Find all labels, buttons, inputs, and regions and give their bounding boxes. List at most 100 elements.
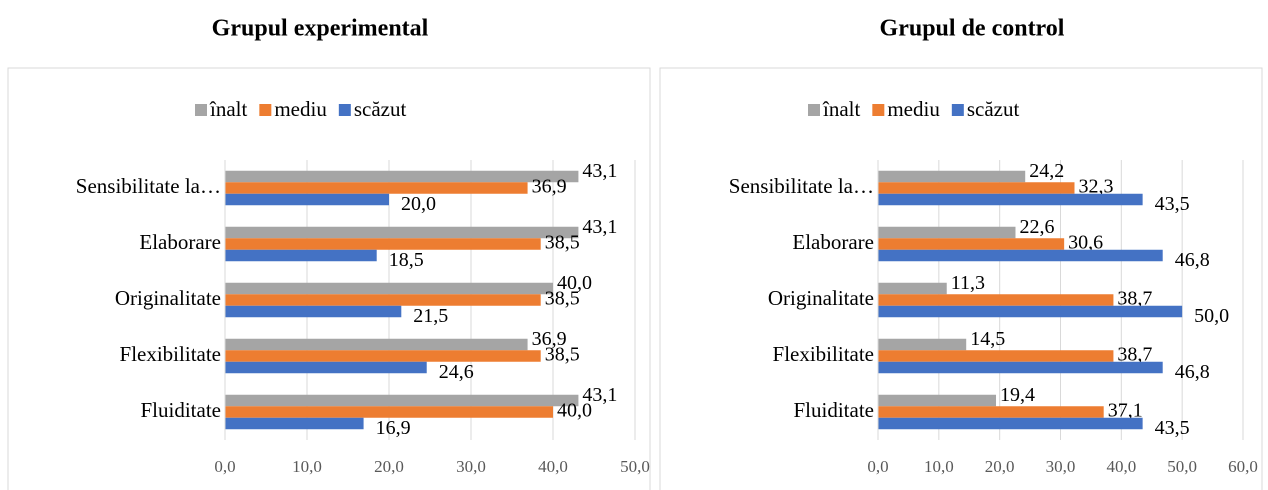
y-tick-label: Flexibilitate <box>120 342 221 366</box>
bar <box>225 350 541 362</box>
y-tick-label: Elaborare <box>792 230 874 254</box>
x-tick-label: 10,0 <box>292 457 322 476</box>
legend-swatch <box>872 104 885 116</box>
bar <box>225 394 579 407</box>
data-label: 43,1 <box>582 216 617 238</box>
x-tick-label: 50,0 <box>620 457 650 476</box>
data-label: 50,0 <box>1194 305 1229 327</box>
data-label: 32,3 <box>1078 176 1113 198</box>
x-tick-label: 60,0 <box>1228 457 1258 476</box>
bar <box>225 417 364 430</box>
data-label: 38,7 <box>1117 344 1152 366</box>
bar <box>225 249 377 262</box>
data-label: 43,1 <box>582 160 617 182</box>
bar <box>878 305 1183 318</box>
bar <box>878 182 1075 194</box>
y-tick-label: Sensibilitate la… <box>76 174 221 198</box>
data-label: 24,2 <box>1029 160 1064 182</box>
y-tick-label: Flexibilitate <box>773 342 874 366</box>
x-tick-label: 10,0 <box>924 457 954 476</box>
bar <box>878 350 1114 362</box>
chart-title: Grupul experimental <box>212 16 429 42</box>
chart-title: Grupul de control <box>880 16 1065 42</box>
bar <box>878 249 1163 262</box>
bar <box>225 226 579 239</box>
x-tick-label: 30,0 <box>1046 457 1076 476</box>
legend-swatch <box>195 104 207 116</box>
data-label: 38,7 <box>1117 288 1152 310</box>
legend-label: scăzut <box>967 97 1020 121</box>
x-tick-label: 20,0 <box>985 457 1015 476</box>
x-tick-label: 40,0 <box>538 457 568 476</box>
data-label: 22,6 <box>1019 216 1054 238</box>
bar <box>225 238 541 250</box>
legend-label: mediu <box>274 97 327 121</box>
data-label: 36,9 <box>532 328 567 350</box>
bar <box>878 238 1065 250</box>
bar <box>878 170 1026 183</box>
bar <box>225 294 541 306</box>
bar <box>878 394 997 407</box>
y-tick-label: Fluiditate <box>141 398 222 422</box>
x-tick-label: 30,0 <box>456 457 486 476</box>
legend-swatch <box>259 104 272 116</box>
legend-label: înalt <box>209 97 247 121</box>
legend-label: scăzut <box>354 97 407 121</box>
data-label: 19,4 <box>1000 384 1035 406</box>
data-label: 46,8 <box>1175 249 1210 271</box>
data-label: 24,6 <box>439 361 474 383</box>
x-tick-label: 40,0 <box>1106 457 1136 476</box>
bar <box>878 294 1114 306</box>
data-label: 43,5 <box>1155 417 1190 439</box>
bar <box>878 193 1143 206</box>
panel <box>659 67 1263 490</box>
data-label: 16,9 <box>376 417 411 439</box>
data-label: 46,8 <box>1175 361 1210 383</box>
data-label: 43,5 <box>1155 193 1190 215</box>
data-label: 36,9 <box>532 176 567 198</box>
bar <box>878 361 1163 374</box>
data-label: 38,5 <box>545 232 580 254</box>
x-tick-label: 0,0 <box>214 457 235 476</box>
bar <box>225 338 528 351</box>
bar <box>878 406 1104 418</box>
bar <box>225 305 402 318</box>
bar <box>225 361 427 374</box>
data-label: 11,3 <box>951 272 985 294</box>
x-tick-label: 20,0 <box>374 457 404 476</box>
x-tick-label: 0,0 <box>867 457 888 476</box>
y-tick-label: Fluiditate <box>794 398 875 422</box>
bar <box>225 170 579 183</box>
bar <box>878 338 967 351</box>
bar <box>225 406 553 418</box>
legend-swatch <box>338 104 351 116</box>
data-label: 14,5 <box>970 328 1005 350</box>
legend-label: mediu <box>887 97 940 121</box>
data-label: 40,0 <box>557 272 592 294</box>
x-tick-label: 50,0 <box>1167 457 1197 476</box>
y-tick-label: Originalitate <box>115 286 221 310</box>
bar <box>878 282 947 295</box>
bar <box>878 417 1143 430</box>
data-label: 38,5 <box>545 288 580 310</box>
y-tick-label: Sensibilitate la… <box>729 174 874 198</box>
panel <box>7 67 651 490</box>
bar <box>878 226 1016 239</box>
data-label: 18,5 <box>389 249 424 271</box>
y-tick-label: Elaborare <box>139 230 221 254</box>
legend-label: înalt <box>822 97 860 121</box>
bar <box>225 193 389 206</box>
legend-swatch <box>808 104 820 116</box>
bar <box>225 282 553 295</box>
data-label: 21,5 <box>413 305 448 327</box>
data-label: 30,6 <box>1068 232 1103 254</box>
bar <box>225 182 528 194</box>
data-label: 20,0 <box>401 193 436 215</box>
data-label: 37,1 <box>1108 400 1143 422</box>
data-label: 38,5 <box>545 344 580 366</box>
y-tick-label: Originalitate <box>768 286 874 310</box>
legend-swatch <box>951 104 964 116</box>
data-label: 43,1 <box>582 384 617 406</box>
data-label: 40,0 <box>557 400 592 422</box>
